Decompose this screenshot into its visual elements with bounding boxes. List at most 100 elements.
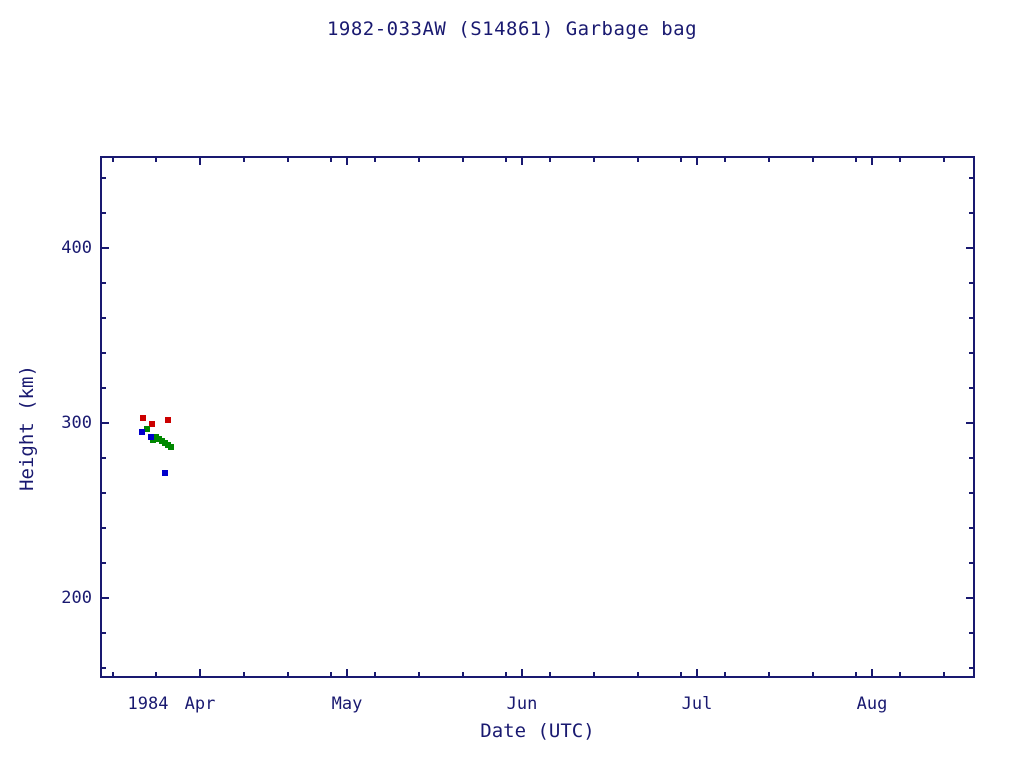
y-axis-tick: [100, 212, 106, 214]
y-axis-tick: [969, 352, 975, 354]
x-axis-tick-label: 1984: [127, 694, 169, 714]
x-axis-tick: [549, 672, 551, 678]
y-axis-tick: [969, 457, 975, 459]
x-axis-tick: [724, 672, 726, 678]
x-axis-tick: [549, 156, 551, 162]
x-axis-tick: [505, 672, 508, 678]
x-axis-tick: [242, 156, 245, 162]
x-axis-tick: [899, 672, 901, 678]
y-axis-tick: [969, 212, 975, 214]
x-axis-tick: [111, 156, 114, 162]
x-axis-tick: [374, 156, 376, 162]
x-axis-tick: [811, 156, 814, 162]
y-axis-tick: [969, 667, 975, 669]
x-axis-title: Date (UTC): [480, 720, 595, 742]
y-axis-tick-label: 300: [61, 413, 92, 433]
y-axis-tick: [100, 492, 106, 494]
x-axis-tick: [942, 156, 945, 162]
x-axis-tick-label: Aug: [856, 694, 888, 714]
x-axis-tick: [286, 156, 289, 162]
data-point-perigee: [162, 470, 168, 476]
x-axis-tick: [855, 672, 858, 678]
x-axis-tick: [521, 156, 523, 165]
x-axis-tick: [374, 672, 376, 678]
y-axis-tick: [100, 457, 106, 459]
plot-area: [100, 156, 975, 678]
y-axis-title: Height (km): [16, 365, 38, 491]
x-axis-tick: [696, 669, 698, 678]
data-point-mean-height: [168, 444, 174, 450]
x-axis-tick: [811, 672, 814, 678]
x-axis-tick: [767, 156, 770, 162]
x-axis-tick: [461, 672, 464, 678]
x-axis-tick: [724, 156, 726, 162]
x-axis-tick: [521, 669, 523, 678]
y-axis-tick: [966, 247, 975, 249]
x-axis-tick: [346, 156, 348, 165]
y-axis-tick: [100, 667, 106, 669]
y-axis-tick: [100, 282, 106, 284]
x-axis-tick: [417, 156, 420, 162]
data-point-apogee: [140, 415, 146, 421]
y-axis-tick: [100, 352, 106, 354]
y-axis-tick: [100, 597, 109, 599]
y-axis-tick-label: 400: [61, 238, 92, 258]
x-axis-tick: [346, 669, 348, 678]
y-axis-tick: [969, 177, 975, 179]
x-axis-tick: [330, 672, 333, 678]
x-axis-tick: [592, 156, 595, 162]
y-axis-tick: [100, 632, 106, 634]
y-axis-tick: [969, 562, 975, 564]
x-axis-tick: [636, 156, 639, 162]
y-axis-tick: [969, 317, 975, 319]
y-axis-tick: [100, 247, 109, 249]
data-point-mean-height: [144, 426, 150, 432]
y-axis-tick: [969, 282, 975, 284]
data-point-perigee: [148, 434, 154, 440]
x-axis-tick: [505, 156, 508, 162]
x-axis-tick: [199, 156, 201, 165]
y-axis-tick: [966, 422, 975, 424]
data-point-mean-height: [150, 437, 156, 443]
x-axis-tick: [242, 672, 245, 678]
x-axis-tick: [680, 156, 683, 162]
y-axis-tick: [100, 177, 106, 179]
y-axis-tick: [100, 422, 109, 424]
data-point-perigee: [139, 429, 145, 435]
x-axis-tick: [767, 672, 770, 678]
x-axis-tick-label: May: [331, 694, 363, 714]
x-axis-tick: [111, 672, 114, 678]
x-axis-tick: [330, 156, 333, 162]
y-axis-tick: [966, 597, 975, 599]
x-axis-tick: [417, 672, 420, 678]
x-axis-tick-label: Jun: [506, 694, 538, 714]
x-axis-tick: [286, 672, 289, 678]
x-axis-tick-label: Jul: [681, 694, 713, 714]
x-axis-tick: [155, 156, 158, 162]
x-axis-tick-labels: 1984 Apr May Jun Jul Aug: [100, 694, 975, 720]
x-axis-tick: [592, 672, 595, 678]
x-axis-tick: [680, 672, 683, 678]
y-axis-tick: [100, 317, 106, 319]
chart-title: 1982-033AW (S14861) Garbage bag: [326, 18, 698, 40]
x-axis-tick: [636, 672, 639, 678]
x-axis-tick: [461, 156, 464, 162]
y-axis-tick: [969, 387, 975, 389]
y-axis-tick: [100, 527, 106, 529]
plot-frame: [100, 156, 975, 678]
x-axis-tick: [696, 156, 698, 165]
y-axis-tick: [969, 527, 975, 529]
y-axis-tick: [100, 562, 106, 564]
x-axis-tick: [871, 669, 873, 678]
x-axis-tick: [942, 672, 945, 678]
x-axis-tick: [855, 156, 858, 162]
y-axis-tick-label: 200: [61, 588, 92, 608]
y-axis-tick: [100, 387, 106, 389]
data-point-apogee: [149, 421, 155, 427]
y-axis-tick-labels: 400 300 200: [0, 156, 92, 678]
x-axis-tick-label: Apr: [184, 694, 216, 714]
x-axis-tick: [899, 156, 901, 162]
x-axis-tick: [155, 672, 158, 678]
data-point-apogee: [165, 417, 171, 423]
